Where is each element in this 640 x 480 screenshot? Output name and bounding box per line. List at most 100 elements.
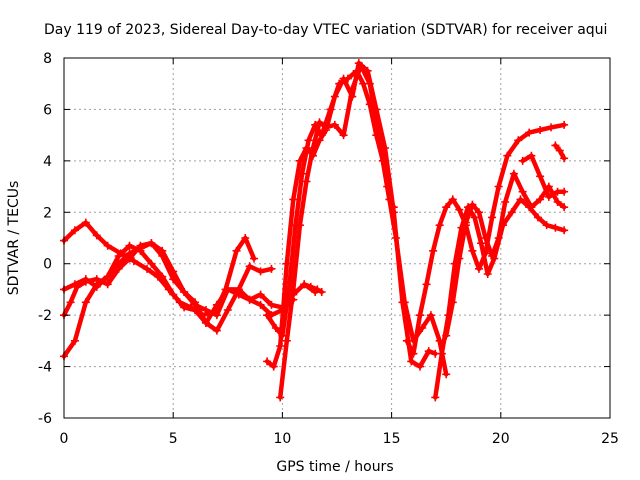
y-tick-label: 8 bbox=[43, 51, 52, 67]
data-point bbox=[527, 151, 536, 160]
data-point bbox=[250, 254, 259, 263]
data-point bbox=[424, 347, 433, 356]
data-point bbox=[494, 234, 503, 242]
data-point bbox=[560, 120, 569, 129]
data-point bbox=[551, 141, 560, 150]
data-point bbox=[415, 362, 424, 371]
chart-title: Day 119 of 2023, Sidereal Day-to-day VTE… bbox=[44, 22, 607, 38]
data-point bbox=[315, 118, 324, 127]
grid bbox=[64, 58, 610, 418]
data-point bbox=[232, 246, 241, 255]
data-point bbox=[442, 203, 451, 212]
data-point bbox=[300, 280, 309, 289]
data-point bbox=[560, 203, 569, 212]
data-point bbox=[267, 264, 276, 273]
data-point bbox=[455, 254, 464, 263]
data-point bbox=[330, 92, 339, 101]
data-point bbox=[455, 205, 464, 214]
data-point bbox=[339, 131, 348, 140]
data-point bbox=[223, 306, 232, 314]
series-trace bbox=[277, 63, 449, 400]
data-point bbox=[547, 123, 556, 132]
data-point bbox=[391, 234, 400, 242]
data-point bbox=[263, 311, 272, 320]
data-point bbox=[289, 195, 298, 204]
series-track-7 bbox=[276, 61, 451, 402]
series-track-8 bbox=[300, 280, 326, 296]
data-point bbox=[158, 246, 167, 255]
data-point bbox=[81, 298, 90, 307]
data-point bbox=[125, 254, 134, 263]
data-point bbox=[304, 136, 313, 145]
data-point bbox=[263, 357, 272, 366]
data-point bbox=[409, 349, 418, 358]
y-tick-label: 0 bbox=[43, 257, 52, 273]
data-point bbox=[533, 213, 542, 222]
data-point bbox=[245, 262, 254, 271]
data-point bbox=[474, 264, 483, 273]
data-point bbox=[477, 239, 486, 248]
data-point bbox=[560, 226, 569, 235]
data-point bbox=[147, 239, 156, 248]
data-point bbox=[70, 226, 79, 235]
data-point bbox=[234, 285, 243, 294]
data-point bbox=[442, 331, 451, 340]
x-tick-label: 15 bbox=[383, 431, 401, 447]
data-point bbox=[147, 259, 156, 268]
data-point bbox=[103, 280, 112, 289]
data-point bbox=[407, 357, 416, 366]
y-tick-label: -6 bbox=[38, 411, 52, 427]
y-tick-label: 4 bbox=[43, 154, 52, 170]
data-point bbox=[330, 120, 339, 129]
data-point bbox=[348, 84, 357, 93]
data-point bbox=[374, 131, 383, 140]
data-point bbox=[461, 218, 470, 227]
x-tick-label: 10 bbox=[273, 431, 291, 447]
data-point bbox=[415, 311, 424, 320]
data-point bbox=[276, 342, 285, 350]
data-point bbox=[553, 198, 562, 206]
data-point bbox=[509, 169, 518, 178]
data-point bbox=[516, 195, 525, 204]
data-point bbox=[282, 259, 291, 268]
x-tick-label: 25 bbox=[601, 431, 619, 447]
data-point bbox=[518, 156, 527, 165]
x-tick-label: 0 bbox=[60, 431, 69, 447]
data-point bbox=[125, 241, 134, 250]
data-point bbox=[158, 272, 167, 281]
data-point bbox=[114, 252, 123, 260]
data-point bbox=[256, 300, 265, 309]
data-point bbox=[169, 290, 178, 299]
data-point bbox=[92, 231, 101, 240]
data-point bbox=[70, 336, 79, 345]
y-tick-label: 2 bbox=[43, 205, 52, 221]
data-point bbox=[256, 290, 265, 299]
data-point bbox=[560, 154, 569, 163]
data-point bbox=[339, 74, 348, 83]
data-point bbox=[488, 252, 497, 260]
series-track-12 bbox=[518, 151, 569, 201]
data-point bbox=[481, 234, 490, 242]
data-point bbox=[322, 123, 331, 132]
data-layer bbox=[60, 59, 569, 402]
data-point bbox=[245, 295, 254, 304]
data-point bbox=[442, 370, 451, 379]
data-point bbox=[483, 270, 492, 278]
data-point bbox=[494, 182, 503, 191]
data-point bbox=[73, 282, 82, 291]
data-point bbox=[317, 288, 326, 296]
series-trace bbox=[301, 282, 324, 295]
x-tick-label: 5 bbox=[169, 431, 178, 447]
data-point bbox=[191, 298, 200, 307]
data-point bbox=[81, 277, 90, 286]
data-point bbox=[271, 324, 280, 332]
data-point bbox=[514, 136, 523, 145]
data-point bbox=[180, 288, 189, 296]
y-axis-label: SDTVAR / TECUs bbox=[6, 181, 22, 296]
data-point bbox=[302, 177, 311, 186]
data-point bbox=[560, 187, 569, 196]
series-track-1 bbox=[60, 218, 259, 320]
data-point bbox=[201, 318, 210, 327]
data-point bbox=[426, 311, 435, 320]
